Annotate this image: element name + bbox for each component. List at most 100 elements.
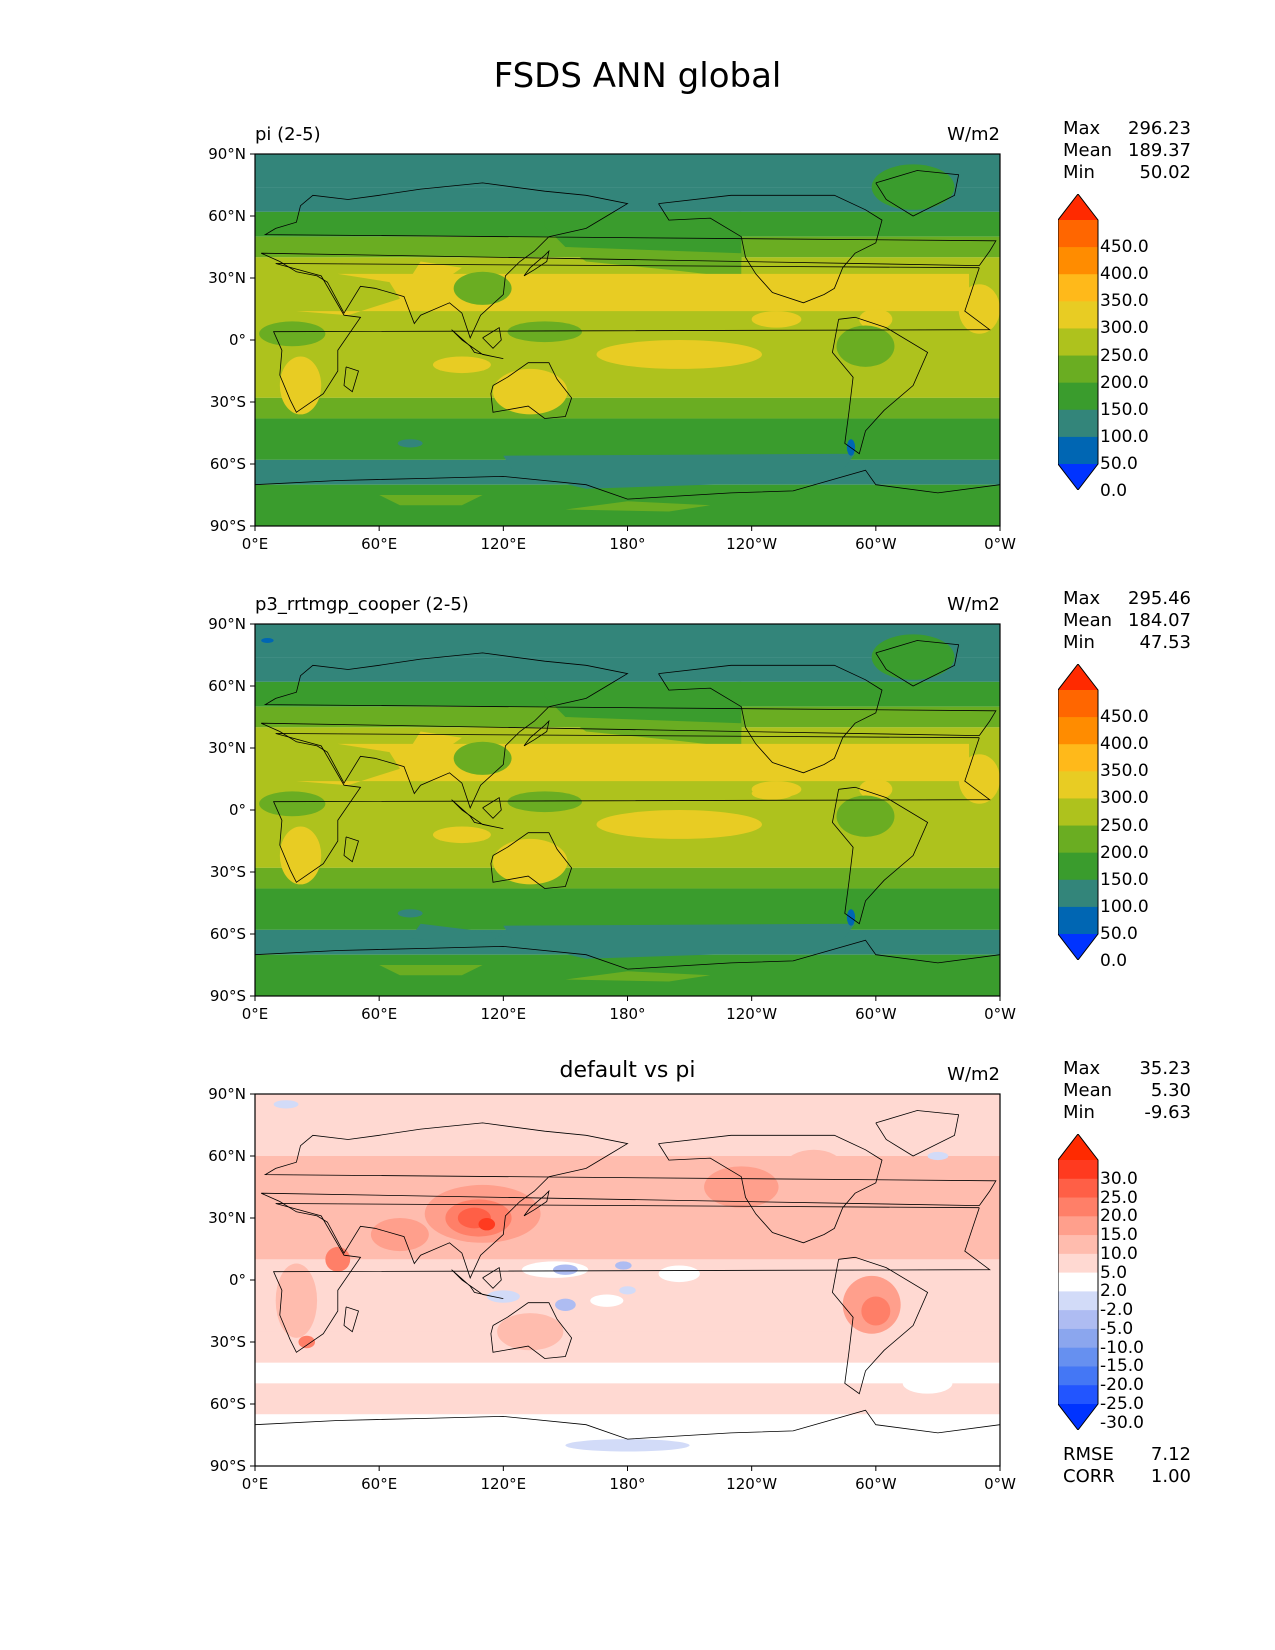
x-tick-label: 120°W — [726, 1005, 777, 1023]
coastline — [261, 1122, 997, 1279]
y-tick-label: 90°S — [210, 1457, 246, 1475]
colorbar-extend-max — [1058, 194, 1098, 220]
colorbar-segment — [1058, 382, 1098, 411]
coastline — [451, 329, 504, 359]
coastline — [343, 836, 359, 863]
contour-region — [503, 453, 856, 489]
coastline — [523, 1189, 550, 1217]
colorbar-segment — [1058, 436, 1098, 465]
diff-blob — [902, 1373, 953, 1394]
colorbar-extend-min — [1058, 934, 1098, 960]
diff-blob — [275, 1263, 318, 1338]
contour-band — [255, 867, 1000, 889]
colorbar-label: 100.0 — [1100, 896, 1149, 917]
y-tick-label: 30°S — [210, 393, 246, 411]
max-label: Max — [1063, 118, 1101, 139]
rmse-corr-box: RMSE 7.12 CORR 1.00 — [1063, 1444, 1191, 1488]
diff-blob — [325, 1246, 351, 1272]
colorbar-segment — [1058, 1291, 1098, 1311]
mean-value: 5.30 — [1150, 1080, 1191, 1101]
y-tick-label: 60°N — [208, 1147, 246, 1165]
coastline — [343, 1306, 359, 1333]
contour-blob — [453, 271, 512, 305]
colorbar-segment — [1058, 798, 1098, 827]
rmse-value: 7.12 — [1150, 1444, 1191, 1465]
rmse-label: RMSE — [1063, 1444, 1114, 1465]
coastline — [658, 1134, 883, 1244]
mean-label: Mean — [1063, 1080, 1113, 1101]
colorbar-label: 350.0 — [1100, 291, 1149, 312]
map-plot: 0°E 60°E 120°E 180° 120°W 60°W 0°W 90°N 60°N 30°N… — [208, 145, 1016, 553]
max-label: Max — [1063, 1058, 1101, 1079]
contour-region — [565, 971, 711, 982]
diff-blob — [478, 1218, 496, 1231]
contour-blob — [261, 638, 274, 644]
contour-blob — [871, 634, 955, 680]
contour-blob — [397, 909, 423, 918]
contour-blob — [507, 321, 582, 343]
colorbar-label: 2.0 — [1100, 1281, 1128, 1302]
contour-band — [255, 418, 1000, 460]
diff-blob — [298, 1335, 316, 1349]
colorbar-label: 25.0 — [1100, 1187, 1138, 1208]
x-tick-label: 180° — [609, 1005, 645, 1023]
colorbar-segment — [1058, 1385, 1098, 1405]
contour-region — [410, 923, 504, 947]
contour-blob — [279, 356, 322, 415]
contour-blob — [751, 787, 794, 800]
contour-region — [565, 247, 742, 278]
contour-region — [379, 495, 483, 506]
colorbar-label: 20.0 — [1100, 1206, 1138, 1227]
coastline — [658, 664, 883, 774]
contour-region — [379, 965, 483, 976]
diff-blob — [615, 1261, 632, 1270]
y-tick-label: 60°S — [210, 925, 246, 943]
contour-blob — [279, 826, 322, 885]
diff-blob — [784, 1149, 843, 1183]
colorbar-segment — [1058, 825, 1098, 854]
mean-label: Mean — [1063, 140, 1113, 161]
colorbar-segment — [1058, 744, 1098, 772]
contour-blob — [259, 321, 326, 347]
colorbar-segment — [1058, 879, 1098, 908]
colorbar-label: 200.0 — [1100, 842, 1149, 863]
panel-default-vs-pi: default vs pi W/m2 0°E 60°E 120°E 180° 120°W… — [0, 1058, 1275, 1524]
diff-band — [255, 1362, 1000, 1384]
x-tick-label: 180° — [609, 535, 645, 553]
panel-title: pi (2-5) — [255, 124, 321, 145]
y-tick-label: 90°S — [210, 987, 246, 1005]
coastline — [658, 194, 883, 304]
contour-blob — [871, 164, 955, 210]
y-tick-label: 90°S — [210, 517, 246, 535]
contour-blob — [596, 810, 763, 839]
colorbar-outline — [1058, 194, 1099, 490]
colorbar-segment — [1058, 1366, 1098, 1386]
colorbar-outline — [1058, 664, 1099, 960]
x-tick-label: 60°E — [361, 535, 397, 553]
colorbar-label: 30.0 — [1100, 1168, 1138, 1189]
y-tick-label: 30°S — [210, 863, 246, 881]
x-tick-label: 60°E — [361, 1005, 397, 1023]
diff-blob — [555, 1298, 576, 1311]
min-label: Min — [1063, 162, 1095, 183]
x-tick-label: 0°W — [984, 1475, 1016, 1493]
colorbar-segment — [1058, 1235, 1098, 1255]
colorbar-segment — [1058, 1178, 1098, 1199]
x-tick-label: 0°E — [242, 1475, 269, 1493]
min-value: -9.63 — [1144, 1102, 1191, 1123]
colorbar-extend-max — [1058, 1134, 1098, 1160]
coastline — [254, 1409, 1001, 1440]
contour-blob — [836, 325, 895, 367]
diff-blob — [704, 1166, 779, 1208]
contour-region — [565, 717, 742, 748]
mean-value: 189.37 — [1128, 140, 1191, 161]
colorbar-label: 5.0 — [1100, 1262, 1128, 1283]
colorbar — [1058, 664, 1099, 960]
colorbar-segment — [1058, 1310, 1098, 1330]
colorbar-segment — [1058, 301, 1098, 329]
y-tick-label: 60°N — [208, 677, 246, 695]
contour-blob — [859, 779, 893, 800]
coastline — [254, 469, 1001, 500]
colorbar-label: 350.0 — [1100, 761, 1149, 782]
colorbar-segment — [1058, 328, 1098, 357]
